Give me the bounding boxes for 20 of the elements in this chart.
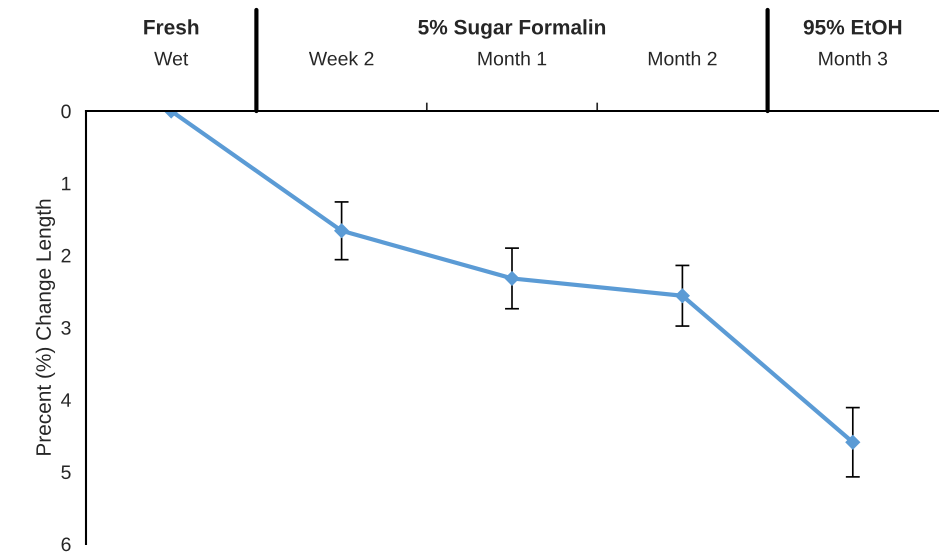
x-tick-label: Month 1 — [478, 51, 546, 66]
y-axis-title: Precent (%) Change Length — [36, 200, 56, 455]
text: 5% Sugar Formalin — [418, 19, 606, 39]
x-tick-label: Month 3 — [819, 51, 888, 66]
x-tick-label: Wet — [154, 52, 188, 66]
x-tick-label: Month 2 — [648, 51, 717, 66]
point — [334, 223, 349, 238]
y-tick-label: 1 — [62, 176, 70, 190]
y-tick-label: 5 — [61, 466, 71, 480]
point — [675, 288, 690, 304]
point — [504, 271, 520, 286]
y-tick-label: 0 — [61, 104, 71, 118]
y-tick-label: 3 — [61, 320, 71, 335]
text: 95% EtOH — [804, 20, 902, 35]
point — [845, 434, 860, 450]
x-tick-label: Week 2 — [308, 51, 374, 66]
y-tick-label: 4 — [61, 393, 71, 407]
text: Fresh — [144, 19, 198, 35]
y-tick-label: 2 — [62, 248, 70, 262]
y-tick-label: 6 — [62, 537, 71, 552]
